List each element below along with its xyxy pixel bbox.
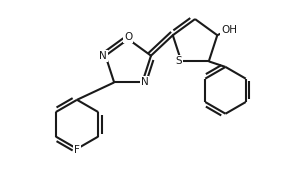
Text: OH: OH xyxy=(222,25,237,35)
Text: N: N xyxy=(99,51,107,61)
Text: F: F xyxy=(74,145,80,156)
Text: S: S xyxy=(176,56,182,66)
Text: N: N xyxy=(141,77,148,87)
Text: O: O xyxy=(124,32,132,42)
